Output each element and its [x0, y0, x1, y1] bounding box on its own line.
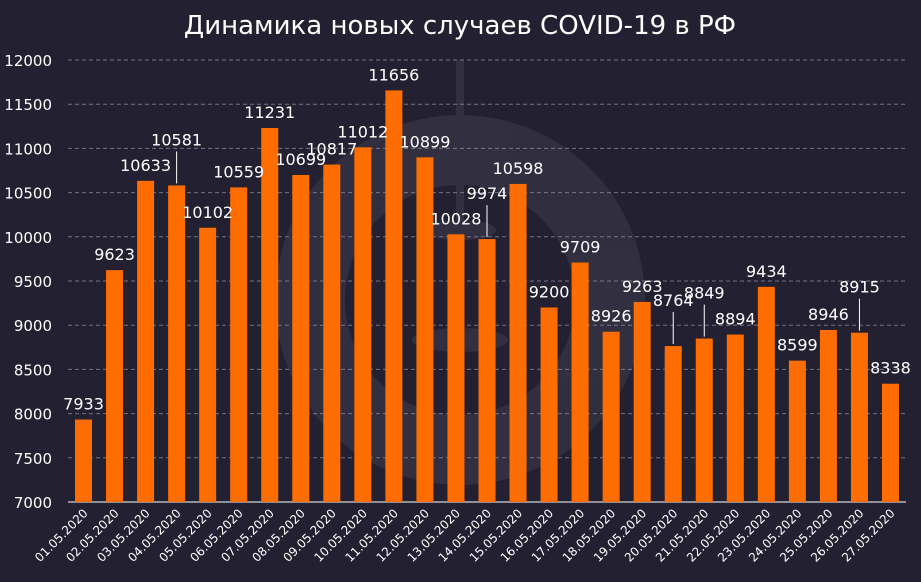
bar — [664, 346, 682, 502]
y-tick-label: 8500 — [14, 361, 52, 379]
bar — [323, 164, 341, 502]
bar — [881, 383, 899, 502]
data-label: 8764 — [653, 291, 694, 310]
bar — [633, 301, 651, 502]
data-label: 10899 — [399, 132, 450, 151]
y-tick-label: 10500 — [4, 185, 52, 203]
bar — [571, 262, 589, 502]
x-axis: 01.05.202002.05.202003.05.202004.05.2020… — [32, 506, 897, 564]
data-label: 10559 — [213, 162, 264, 181]
data-label: 10817 — [306, 140, 357, 159]
bar — [788, 360, 806, 502]
data-label: 11012 — [337, 122, 388, 141]
data-label: 8926 — [591, 307, 632, 326]
y-tick-label: 7500 — [14, 450, 52, 468]
bar — [354, 147, 372, 502]
data-label: 10028 — [431, 209, 482, 228]
bar — [509, 183, 527, 502]
bar — [602, 331, 620, 502]
bars-group — [75, 90, 899, 503]
bar — [850, 332, 868, 502]
data-label: 10699 — [275, 150, 326, 169]
data-label: 8338 — [870, 359, 911, 378]
data-label: 10598 — [493, 159, 544, 178]
y-axis: 7000 7500 8000 8500 9000 9500 10000 10500 11000 1… — [4, 52, 906, 512]
bar — [478, 239, 496, 503]
bar — [261, 127, 279, 502]
data-label: 9623 — [94, 245, 135, 264]
bar — [230, 187, 248, 502]
bar — [819, 329, 837, 502]
y-tick-label: 9500 — [14, 273, 52, 291]
bar — [695, 338, 713, 502]
data-label: 7933 — [63, 395, 104, 414]
y-tick-label: 7000 — [14, 494, 52, 512]
bar — [726, 334, 744, 502]
bar — [447, 234, 465, 502]
y-tick-label: 12000 — [4, 52, 52, 70]
data-label: 11231 — [244, 103, 295, 122]
y-tick-label: 10000 — [4, 229, 52, 247]
data-label: 9974 — [467, 184, 508, 203]
bar — [416, 157, 434, 502]
bar — [75, 419, 93, 502]
data-label: 9709 — [560, 238, 601, 257]
y-tick-label: 11000 — [4, 140, 52, 158]
data-label: 9434 — [746, 262, 787, 281]
data-label: 10633 — [120, 156, 171, 175]
bar — [168, 185, 186, 502]
bar — [540, 307, 558, 502]
y-tick-label: 8000 — [14, 406, 52, 424]
data-label: 9200 — [529, 283, 570, 302]
data-labels: 7933962310633105811010210559112311069910… — [63, 65, 911, 413]
data-label: 10581 — [151, 130, 202, 149]
chart-title: Динамика новых случаев COVID-19 в РФ — [184, 11, 736, 41]
data-label: 8946 — [808, 305, 849, 324]
bar — [106, 270, 124, 502]
data-label: 9263 — [622, 277, 663, 296]
y-tick-label: 11500 — [4, 96, 52, 114]
bar — [292, 175, 310, 502]
data-label: 11656 — [368, 65, 419, 84]
data-label: 10102 — [182, 203, 233, 222]
data-label: 8849 — [684, 284, 725, 303]
data-label: 8599 — [777, 336, 818, 355]
bar — [385, 90, 403, 502]
bar — [199, 227, 217, 502]
data-label: 8894 — [715, 310, 756, 329]
bar — [757, 286, 775, 502]
bar — [137, 180, 155, 502]
data-label: 8915 — [839, 278, 880, 297]
y-tick-label: 9000 — [14, 317, 52, 335]
